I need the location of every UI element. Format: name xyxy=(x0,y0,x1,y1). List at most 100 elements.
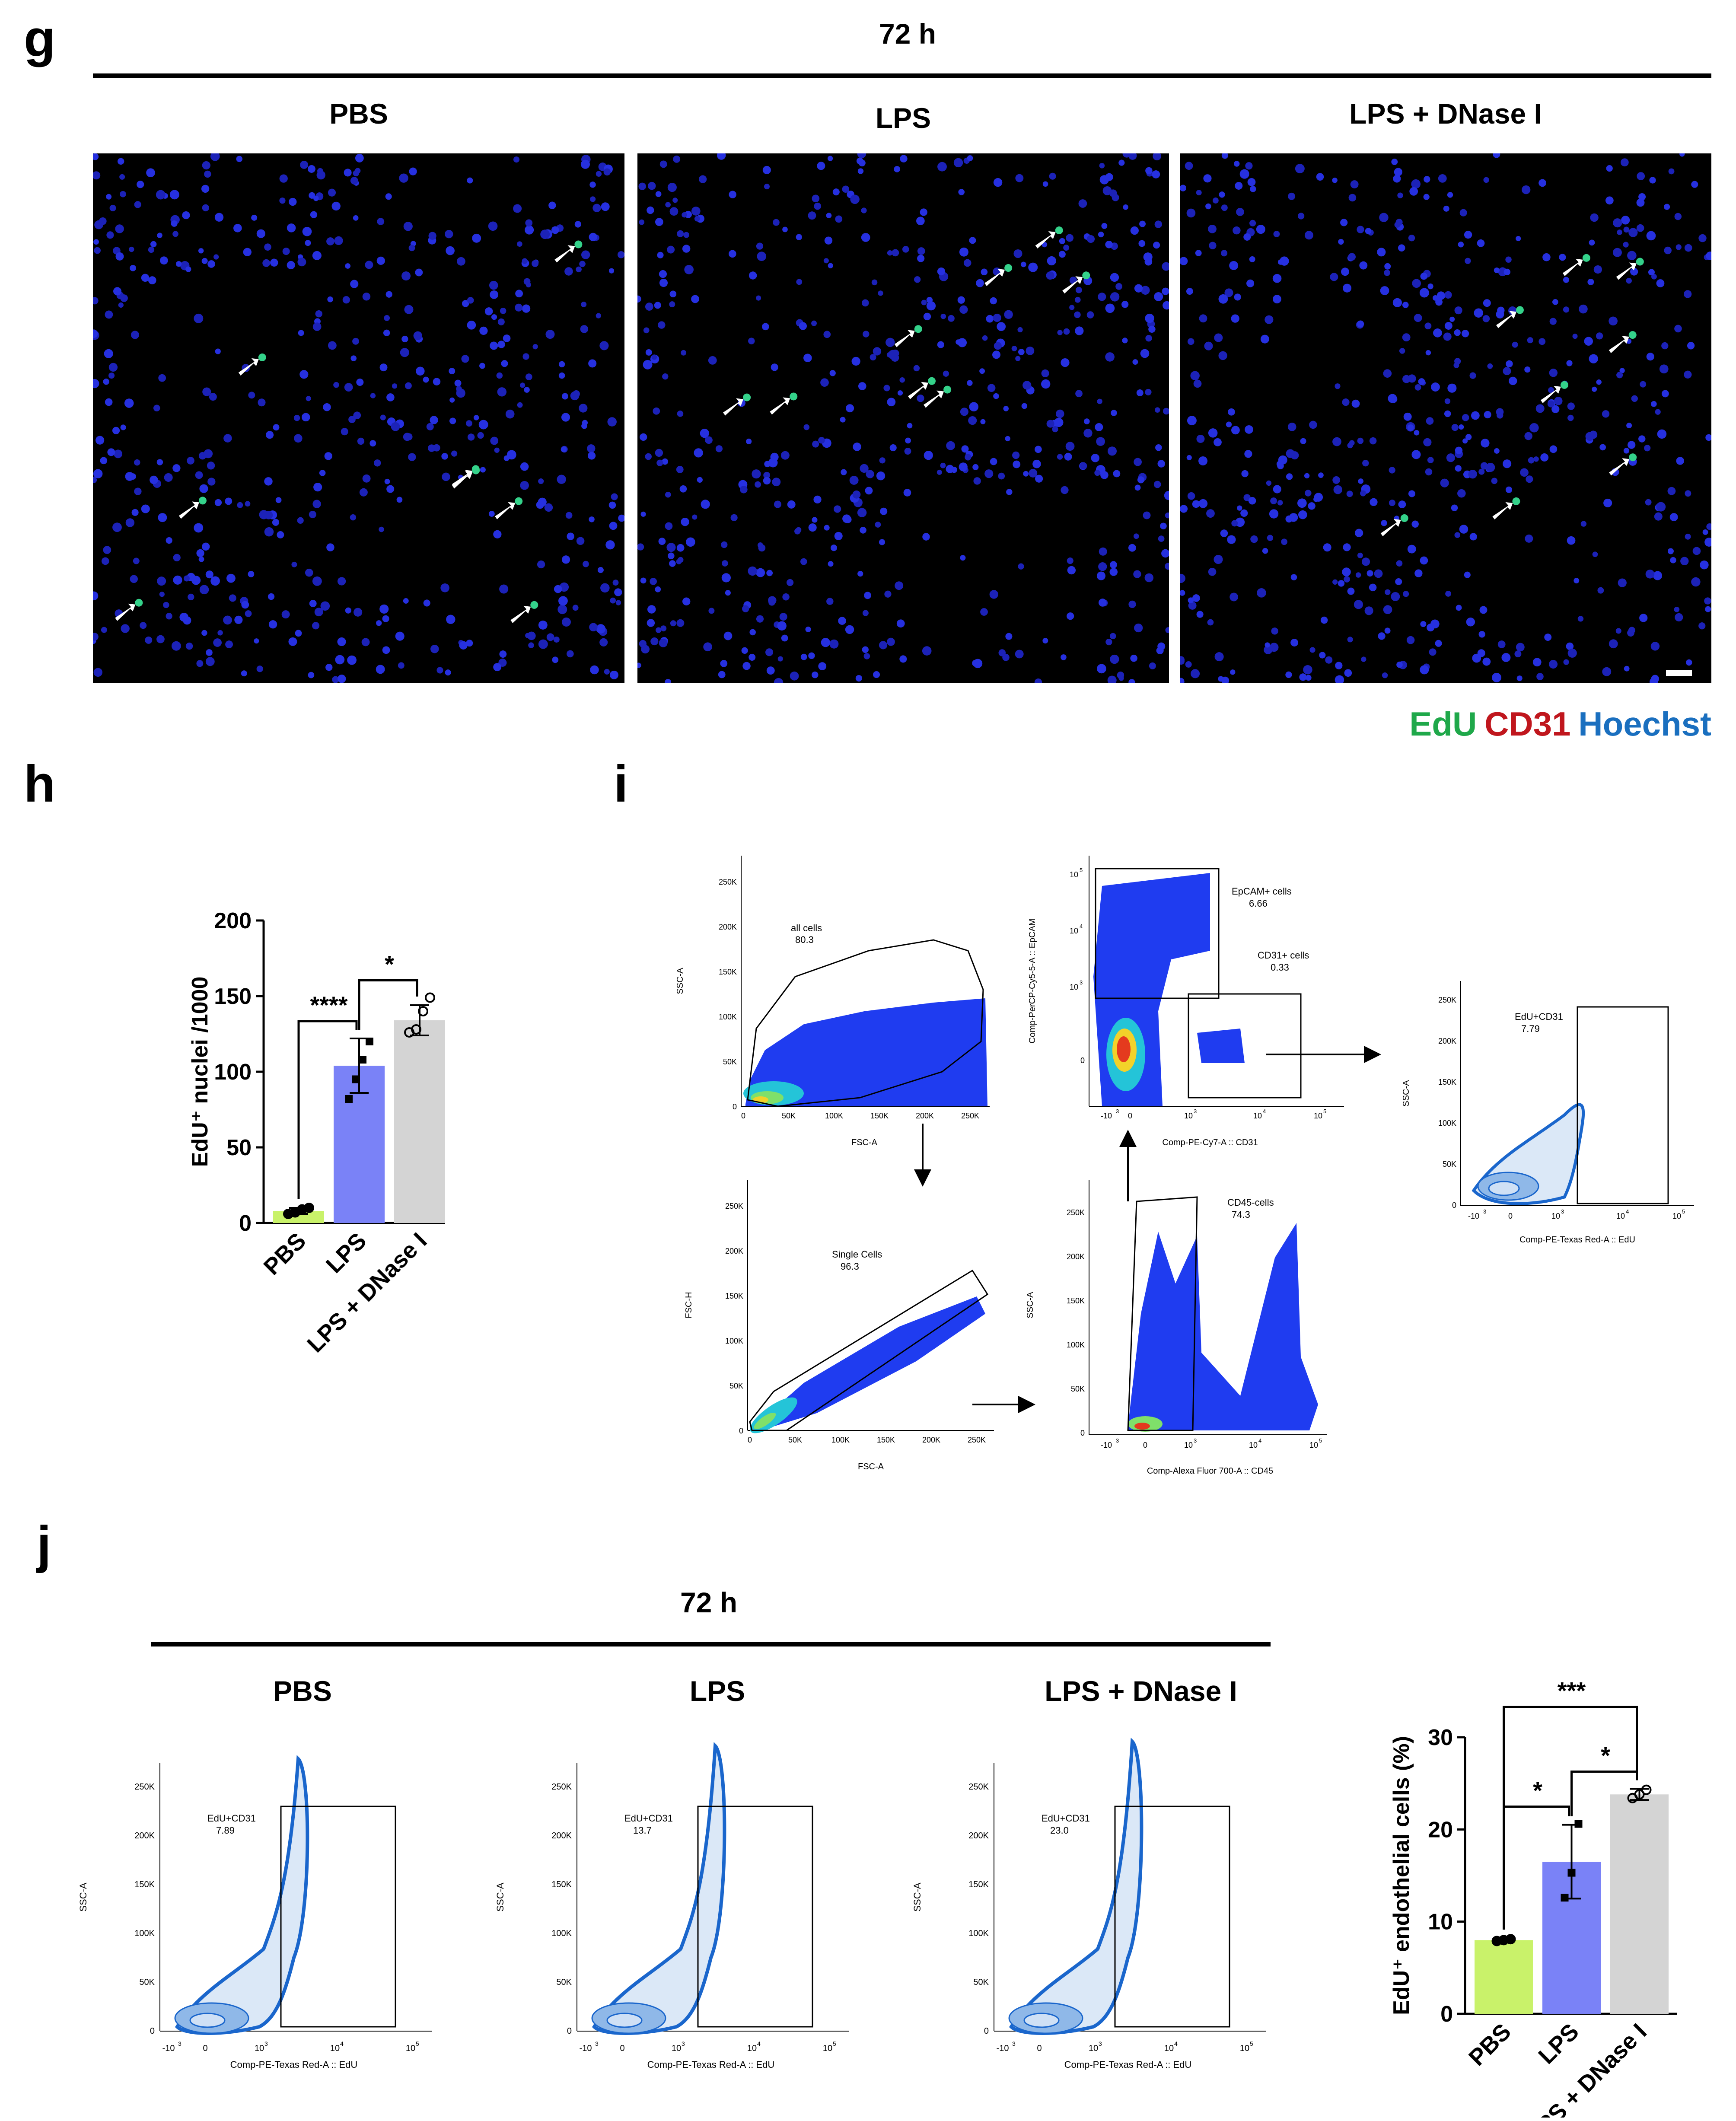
nucleus xyxy=(308,672,315,678)
nucleus xyxy=(1406,636,1415,644)
nucleus xyxy=(998,472,1005,480)
nucleus xyxy=(830,545,837,551)
nucleus xyxy=(590,665,599,675)
edu-positive-nucleus xyxy=(1582,254,1590,262)
nucleus xyxy=(501,360,508,367)
nucleus xyxy=(254,638,259,644)
nucleus xyxy=(1239,169,1249,179)
nucleus xyxy=(1011,346,1017,351)
nucleus xyxy=(399,173,408,183)
nucleus xyxy=(1563,306,1570,313)
nucleus xyxy=(248,392,255,399)
nucleus xyxy=(441,453,448,460)
nucleus xyxy=(650,637,659,646)
nucleus xyxy=(1319,652,1326,659)
nucleus xyxy=(1157,460,1165,468)
nucleus xyxy=(799,322,807,330)
nucleus xyxy=(1138,240,1146,247)
panel-letter-j: j xyxy=(37,1516,51,1573)
nucleus xyxy=(1357,226,1364,233)
nucleus xyxy=(665,202,671,207)
nucleus xyxy=(676,466,684,473)
nucleus xyxy=(1584,337,1593,346)
arrow-icon xyxy=(1496,311,1516,328)
nucleus xyxy=(924,451,933,460)
cd45-x-tick-2: 0 xyxy=(1143,1441,1147,1449)
cd45-x-tick-1: 3 xyxy=(1116,1437,1119,1444)
nucleus xyxy=(1332,579,1338,585)
nucleus xyxy=(401,335,408,343)
nucleus xyxy=(1022,381,1032,390)
nucleus xyxy=(1638,435,1646,443)
nucleus xyxy=(532,344,538,350)
panel-j-condition-lps-dnase: LPS + DNase I xyxy=(1045,1675,1237,1707)
nucleus xyxy=(100,457,108,465)
nucleus xyxy=(1026,347,1035,355)
nucleus xyxy=(499,584,509,594)
nucleus xyxy=(1414,569,1423,577)
nucleus xyxy=(1445,590,1452,597)
nucleus xyxy=(265,431,274,439)
nucleus xyxy=(772,478,781,487)
nucleus xyxy=(670,620,676,627)
nucleus xyxy=(1661,342,1669,350)
nucleus xyxy=(341,428,348,436)
nucleus xyxy=(1096,437,1105,446)
nucleus xyxy=(473,415,479,420)
nucleus xyxy=(281,610,290,619)
nucleus xyxy=(1112,293,1119,300)
nucleus xyxy=(342,296,350,304)
nucleus xyxy=(386,485,395,493)
chart-j-significance-bracket xyxy=(1503,1705,1638,1930)
flow-j-x-tick: 10 xyxy=(823,2044,832,2053)
single-cells-y-tick-2: 100K xyxy=(725,1337,743,1345)
nucleus xyxy=(958,189,965,195)
nucleus xyxy=(344,169,352,177)
nucleus xyxy=(426,423,434,430)
nucleus xyxy=(916,217,925,226)
nucleus xyxy=(1180,257,1188,265)
nucleus xyxy=(1342,567,1351,576)
nucleus xyxy=(818,662,827,671)
nucleus xyxy=(1165,512,1169,519)
nucleus xyxy=(590,196,596,202)
nucleus xyxy=(1152,170,1160,178)
nucleus xyxy=(1655,409,1661,415)
nucleus xyxy=(1563,277,1569,283)
nucleus xyxy=(665,491,671,498)
nucleus xyxy=(1057,330,1063,335)
nucleus xyxy=(1542,253,1551,261)
nucleus xyxy=(1377,248,1386,257)
nucleus xyxy=(1180,505,1188,513)
nucleus xyxy=(1471,411,1480,420)
nucleus xyxy=(1420,665,1429,675)
nucleus xyxy=(520,382,526,388)
nucleus xyxy=(379,363,388,372)
nucleus xyxy=(1419,288,1429,298)
nucleus xyxy=(921,299,927,306)
nucleus xyxy=(1180,658,1185,665)
chart-j-significance-label: *** xyxy=(1558,1677,1586,1704)
nucleus xyxy=(1482,657,1491,666)
nucleus xyxy=(1357,552,1363,558)
nucleus xyxy=(1667,548,1674,554)
nucleus xyxy=(1585,432,1595,441)
nucleus xyxy=(1427,624,1435,632)
nucleus xyxy=(1110,654,1119,664)
nucleus xyxy=(319,470,326,476)
nucleus xyxy=(1224,288,1233,297)
nucleus xyxy=(1273,485,1281,494)
nucleus xyxy=(662,373,669,380)
nucleus xyxy=(294,434,303,443)
nucleus xyxy=(1579,304,1588,314)
nucleus xyxy=(423,599,430,607)
nucleus xyxy=(1388,394,1397,403)
nucleus xyxy=(1512,341,1518,348)
nucleus xyxy=(506,450,516,460)
epcam-x-tick-7: 10 xyxy=(1314,1111,1322,1120)
nucleus xyxy=(1684,290,1692,298)
nucleus xyxy=(1503,459,1512,468)
nucleus xyxy=(937,267,946,276)
flow-j-y-tick: 0 xyxy=(150,2026,155,2036)
nucleus xyxy=(93,171,101,180)
